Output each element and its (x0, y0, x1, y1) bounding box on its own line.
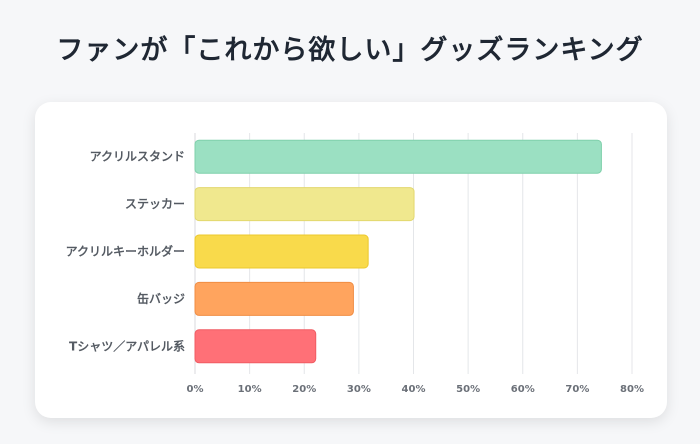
category-label: 缶バッジ (137, 291, 185, 306)
bar (194, 329, 317, 364)
x-tick-label: 30% (347, 384, 371, 395)
bar (194, 281, 354, 316)
x-tick-label: 0% (187, 384, 204, 395)
category-label: ステッカー (125, 197, 185, 211)
category-label: アクリルスタンド (90, 150, 185, 164)
x-tick-label: 10% (238, 384, 262, 395)
bar (194, 187, 415, 222)
x-tick-label: 70% (565, 384, 589, 395)
category-label: アクリルキーホルダー (66, 244, 185, 259)
x-tick-label: 20% (292, 384, 316, 395)
x-tick-label: 80% (620, 384, 644, 395)
x-tick-label: 60% (511, 384, 535, 395)
x-tick-label: 50% (456, 384, 480, 395)
bar (194, 139, 602, 174)
category-label: Tシャツ／アパレル系 (69, 338, 185, 353)
bar (194, 234, 369, 269)
x-tick-label: 40% (402, 384, 426, 395)
page-title: ファンが「これから欲しい」グッズランキング (56, 35, 644, 66)
